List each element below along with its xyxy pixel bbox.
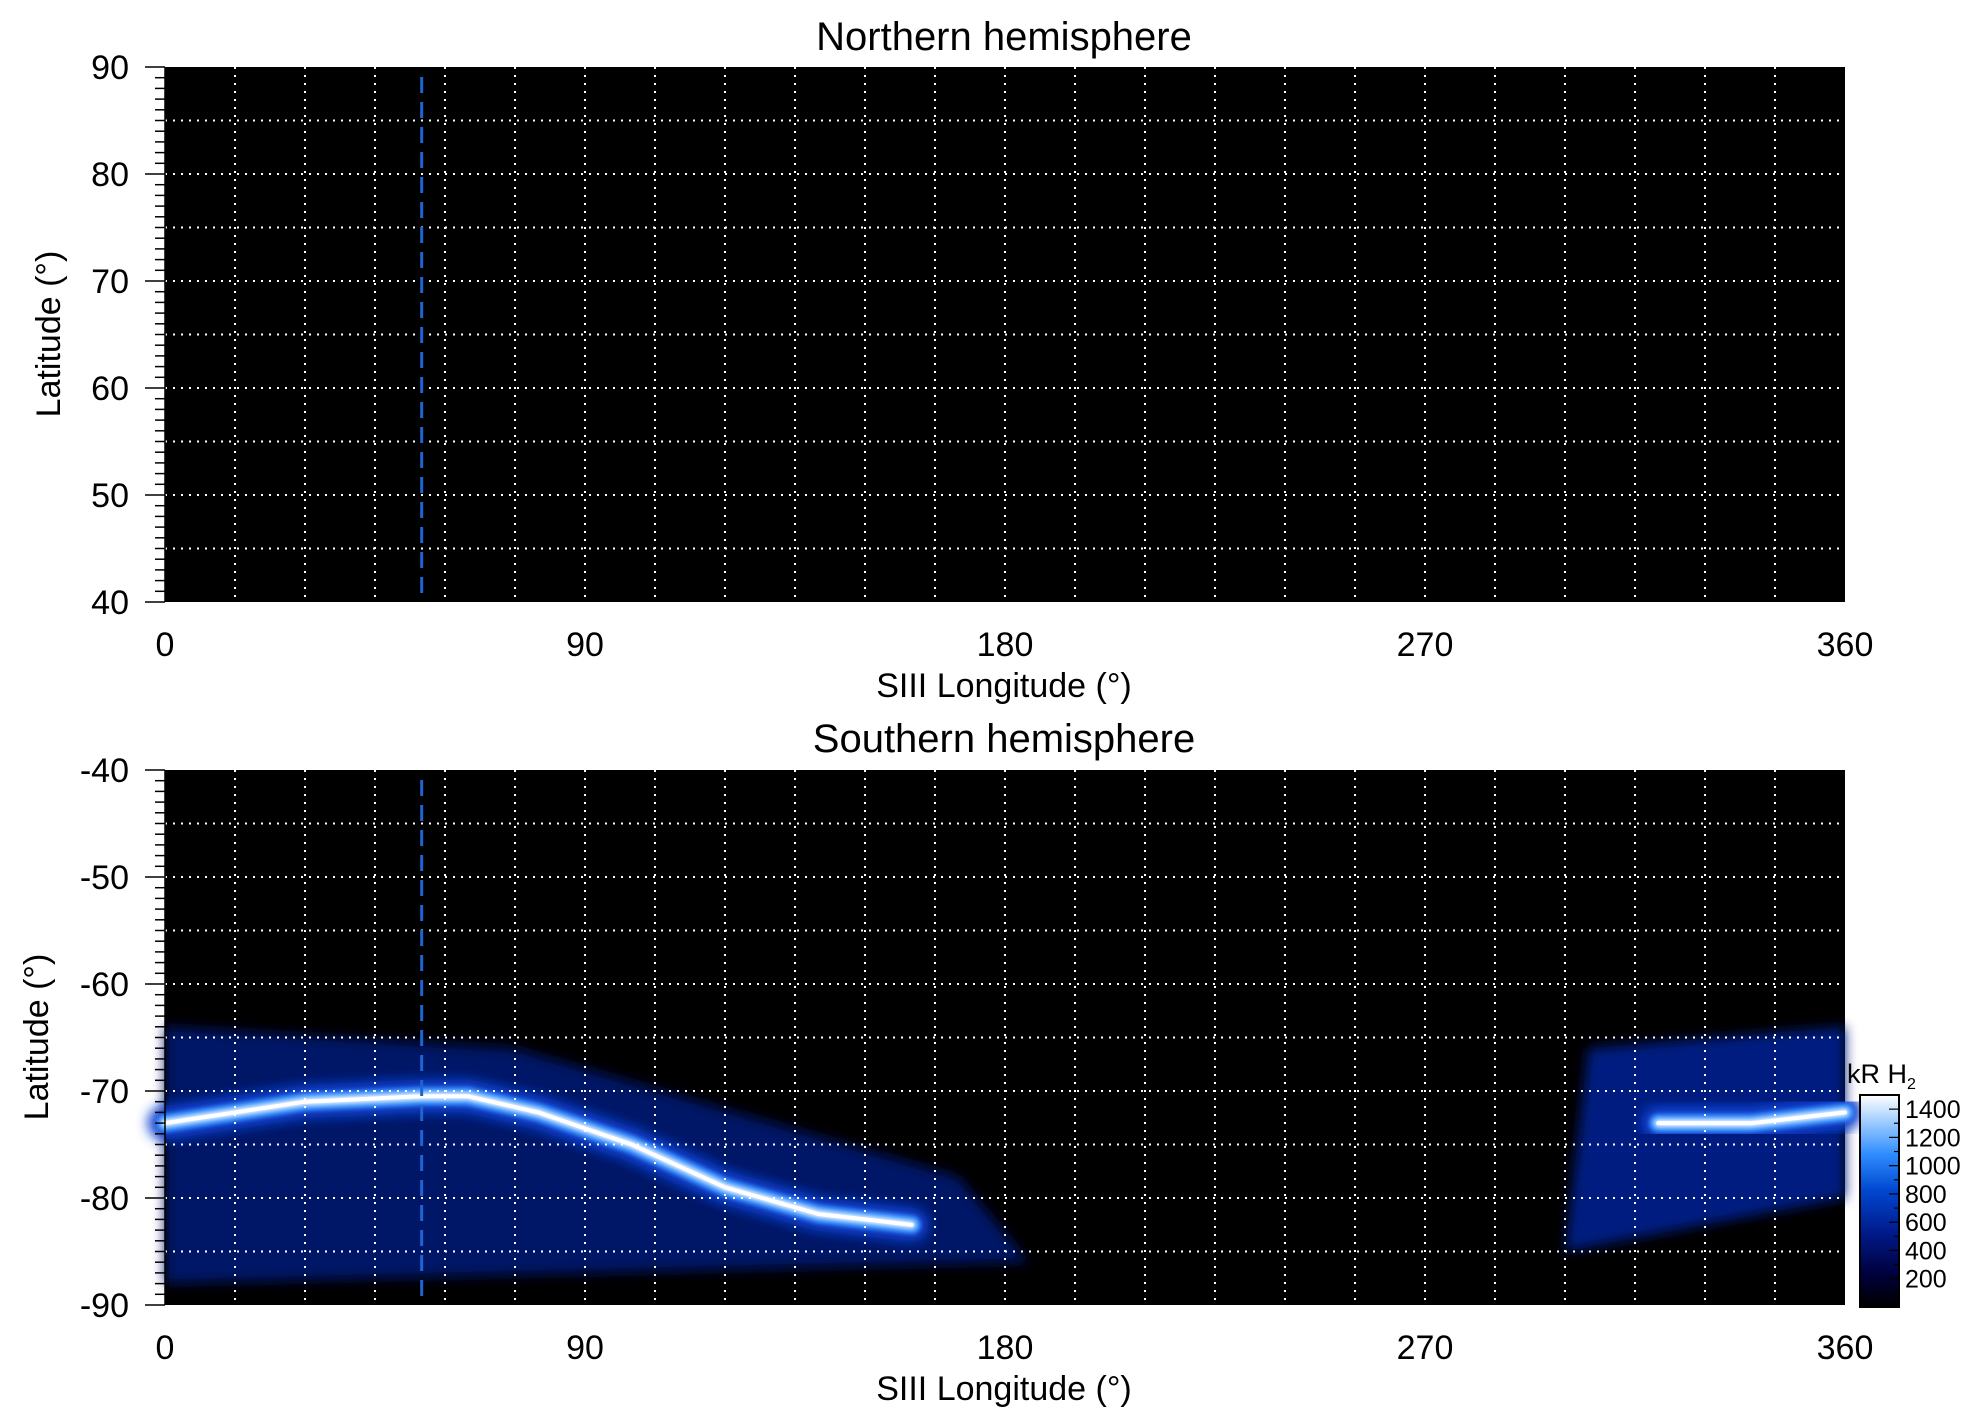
- y-tick-label: 50: [91, 477, 129, 515]
- colorbar-tick-label: 1200: [1905, 1124, 1961, 1152]
- x-tick-label: 0: [156, 1329, 175, 1367]
- x-tick-label: 90: [566, 1329, 604, 1367]
- y-tick-label: -60: [80, 966, 129, 1004]
- auroral-oval-return-layer: [1656, 1110, 1847, 1126]
- south-panel-title: Southern hemisphere: [813, 717, 1195, 761]
- south-x-axis-label: SIII Longitude (°): [876, 1370, 1132, 1408]
- colorbar-tick-label: 1400: [1905, 1096, 1961, 1124]
- y-tick-label: -40: [80, 752, 129, 790]
- auroral-oval-layer: [163, 1094, 914, 1227]
- north-grid: [165, 67, 1845, 602]
- colorbar-unit-label: kR H2: [1847, 1059, 1916, 1093]
- y-tick-label: 90: [91, 49, 129, 87]
- north-panel-title: Northern hemisphere: [816, 15, 1192, 59]
- y-tick-label: 40: [91, 584, 129, 622]
- northern-hemisphere-panel: Northern hemisphere 40 50 60 70 80 90 0 90 180 2…: [30, 15, 1873, 705]
- colorbar-tick-label: 600: [1905, 1209, 1947, 1237]
- y-tick-label: 60: [91, 370, 129, 408]
- south-y-ticks: -40 -50 -60 -70 -80 -90: [80, 752, 166, 1325]
- x-tick-label: 360: [1817, 626, 1874, 664]
- colorbar-tick-label: 800: [1905, 1181, 1947, 1209]
- colorbar-tick-label: 1000: [1905, 1153, 1961, 1181]
- colorbar-tick-label: 200: [1905, 1266, 1947, 1294]
- y-tick-label: -80: [80, 1180, 129, 1218]
- south-y-axis-label: Latitude (°): [18, 954, 56, 1121]
- y-tick-label: -50: [80, 859, 129, 897]
- x-tick-label: 360: [1817, 1329, 1874, 1367]
- x-tick-label: 270: [1397, 626, 1454, 664]
- x-tick-label: 90: [566, 626, 604, 664]
- south-grid: [165, 770, 1845, 1305]
- y-tick-label: -70: [80, 1073, 129, 1111]
- y-tick-label: 70: [91, 263, 129, 301]
- colorbar-tick-label: 400: [1905, 1237, 1947, 1265]
- south-x-ticks: 0 90 180 270 360: [156, 1329, 1874, 1367]
- y-tick-label: 80: [91, 156, 129, 194]
- colorbar-gradient: [1859, 1094, 1900, 1308]
- x-tick-label: 180: [977, 1329, 1034, 1367]
- x-tick-label: 270: [1397, 1329, 1454, 1367]
- x-tick-label: 180: [977, 626, 1034, 664]
- y-tick-label: -90: [80, 1287, 129, 1325]
- north-x-ticks: 0 90 180 270 360: [156, 626, 1874, 664]
- north-y-ticks: 40 50 60 70 80 90: [91, 49, 166, 622]
- southern-hemisphere-panel: Southern hemisphere -40 -50 -60 -70 -80 -90 0…: [18, 717, 1873, 1408]
- x-tick-label: 0: [156, 626, 175, 664]
- north-x-axis-label: SIII Longitude (°): [876, 667, 1132, 705]
- north-y-axis-label: Latitude (°): [30, 251, 68, 418]
